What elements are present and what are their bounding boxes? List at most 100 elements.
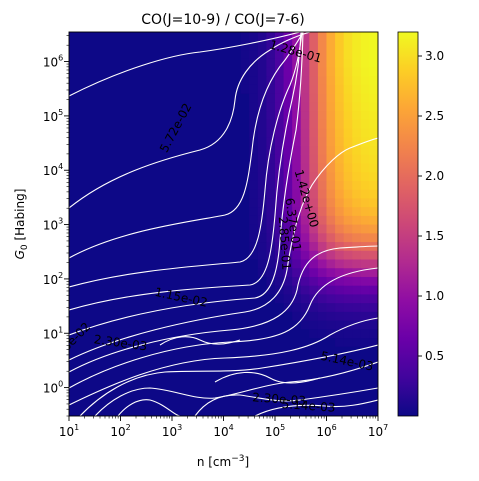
- heatmap-cell: [343, 258, 353, 269]
- y-tick-base: 10: [43, 110, 58, 124]
- heatmap-cell: [352, 84, 362, 94]
- heatmap-cell: [335, 337, 345, 347]
- heatmap-cell: [275, 66, 285, 77]
- heatmap-cell: [343, 285, 353, 295]
- heatmap-cell: [317, 258, 328, 269]
- heatmap-cell: [360, 189, 371, 199]
- heatmap-cell: [326, 154, 336, 164]
- x-tick-label: 107: [368, 423, 388, 439]
- heatmap-cell: [292, 197, 302, 208]
- heatmap-cell: [317, 206, 328, 216]
- heatmap-cell: [283, 162, 293, 173]
- heatmap-cell: [266, 32, 276, 42]
- heatmap-cell: [352, 119, 362, 129]
- heatmap-cell: [300, 285, 310, 295]
- heatmap-cell: [266, 128, 276, 138]
- x-tick-base: 10: [316, 425, 331, 439]
- heatmap-cell: [249, 145, 259, 155]
- heatmap-cell: [275, 145, 285, 155]
- heatmap-cell: [317, 171, 328, 181]
- heatmap-cell: [309, 215, 319, 225]
- heatmap-cell: [283, 285, 293, 295]
- heatmap-cell: [309, 101, 319, 112]
- heatmap-cell: [249, 101, 259, 112]
- heatmap-cell: [257, 162, 268, 173]
- heatmap-cell: [352, 320, 362, 330]
- heatmap-cell: [352, 171, 362, 181]
- heatmap-cell: [317, 93, 328, 103]
- heatmap-cell: [352, 66, 362, 77]
- heatmap-cell: [283, 189, 293, 199]
- heatmap-cell: [369, 285, 378, 295]
- heatmap-cell: [292, 224, 302, 234]
- heatmap-cell: [283, 66, 293, 77]
- heatmap-cell: [335, 66, 345, 77]
- heatmap-cell: [266, 232, 276, 243]
- heatmap-cell: [266, 250, 276, 260]
- colorbar-tick-label: 1.0: [425, 289, 444, 303]
- heatmap-cell: [300, 75, 310, 85]
- heatmap-cell: [317, 232, 328, 243]
- heatmap-cell: [343, 66, 353, 77]
- heatmap-cell: [352, 128, 362, 138]
- heatmap-cell: [352, 136, 362, 147]
- heatmap-cells: [240, 32, 378, 347]
- heatmap-cell: [275, 49, 285, 59]
- heatmap-cell: [257, 101, 268, 112]
- heatmap-cell: [300, 180, 310, 190]
- heatmap-cell: [300, 293, 310, 304]
- heatmap-cell: [266, 145, 276, 155]
- heatmap-cell: [317, 189, 328, 199]
- heatmap-cell: [352, 49, 362, 59]
- heatmap-cell: [309, 154, 319, 164]
- heatmap-cell: [309, 328, 319, 339]
- heatmap-cell: [352, 232, 362, 243]
- heatmap-cell: [300, 66, 310, 77]
- heatmap-cell: [249, 215, 259, 225]
- contour-line: [159, 336, 241, 346]
- heatmap-cell: [352, 328, 362, 339]
- heatmap-cell: [292, 110, 302, 120]
- x-axis-label-end: ]: [244, 455, 249, 469]
- heatmap-cell: [360, 128, 371, 138]
- heatmap-cell: [352, 337, 362, 347]
- heatmap-cell: [275, 224, 285, 234]
- heatmap-cell: [309, 180, 319, 190]
- heatmap-cell: [369, 32, 378, 42]
- heatmap-cell: [309, 276, 319, 286]
- heatmap-cell: [292, 101, 302, 112]
- heatmap-cell: [326, 258, 336, 269]
- x-tick-label: 101: [59, 423, 79, 439]
- heatmap-cell: [343, 267, 353, 277]
- heatmap-cell: [369, 293, 378, 304]
- heatmap-cell: [275, 136, 285, 147]
- heatmap-cell: [257, 40, 268, 51]
- x-tick-base: 10: [265, 425, 280, 439]
- heatmap-cell: [300, 154, 310, 164]
- heatmap-cell: [335, 75, 345, 85]
- heatmap-cell: [317, 302, 328, 312]
- heatmap-cell: [300, 241, 310, 251]
- heatmap-cell: [275, 93, 285, 103]
- heatmap-cell: [335, 215, 345, 225]
- heatmap-cell: [300, 162, 310, 173]
- heatmap-cell: [343, 40, 353, 51]
- heatmap-cell: [300, 40, 310, 51]
- heatmap-cell: [369, 162, 378, 173]
- heatmap-cell: [249, 84, 259, 94]
- heatmap-cell: [292, 162, 302, 173]
- x-tick-label: 103: [162, 423, 182, 439]
- colorbar-tick-label: 0.5: [425, 349, 444, 363]
- x-tick-label: 102: [110, 423, 130, 439]
- heatmap-cell: [266, 119, 276, 129]
- heatmap-cell: [369, 206, 378, 216]
- x-tick-label: 105: [265, 423, 285, 439]
- heatmap-cell: [360, 232, 371, 243]
- heatmap-cell: [257, 136, 268, 147]
- heatmap-cell: [335, 224, 345, 234]
- y-tick-exp: 0: [58, 380, 63, 389]
- heatmap-cell: [266, 101, 276, 112]
- heatmap-cell: [369, 101, 378, 112]
- x-tick-exp: 5: [280, 423, 285, 432]
